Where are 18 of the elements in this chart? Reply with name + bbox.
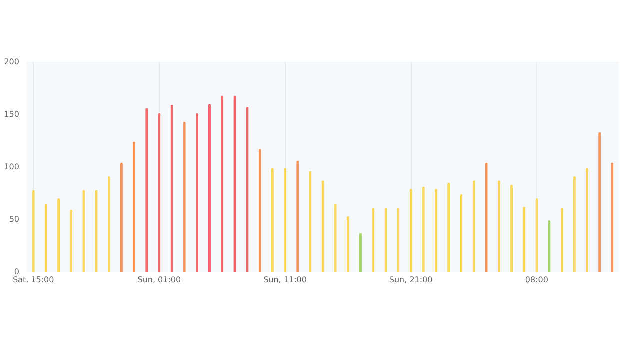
y-tick-label: 200 (4, 58, 20, 66)
bar (359, 233, 362, 272)
bar (208, 104, 212, 272)
x-tick-label: Sat, 15:00 (12, 276, 54, 284)
bar (434, 189, 438, 272)
x-tick-label: Sun, 21:00 (389, 276, 433, 284)
y-tick-label: 50 (9, 215, 20, 224)
bar (132, 142, 136, 272)
y-tick-label: 150 (4, 110, 20, 119)
x-tick-label: Sun, 11:00 (264, 276, 307, 284)
y-tick-label: 100 (4, 162, 20, 172)
bar (284, 168, 287, 272)
x-tick-label: Sun, 01:00 (138, 276, 182, 284)
x-tick-label: 08:00 (525, 276, 548, 284)
y-tick-label: 0 (14, 268, 20, 276)
bar (510, 184, 514, 272)
bar (586, 168, 589, 272)
bar (57, 198, 60, 272)
